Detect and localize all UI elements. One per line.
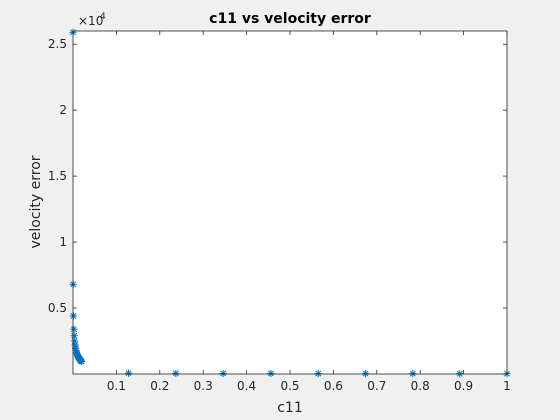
- data-point: [220, 370, 227, 377]
- x-tick-label: 0.2: [150, 379, 169, 393]
- data-point: [70, 312, 77, 319]
- y-exponent-power: 4: [100, 12, 106, 22]
- y-tick-label: 1: [59, 235, 67, 249]
- plot-area: [73, 31, 507, 374]
- data-point: [267, 370, 274, 377]
- y-tick-label: 0.5: [48, 301, 67, 315]
- x-tick-label: 0.6: [324, 379, 343, 393]
- data-point: [315, 370, 322, 377]
- x-tick-label: 0.8: [411, 379, 430, 393]
- x-tick-label: 0.1: [107, 379, 126, 393]
- chart-title: c11 vs velocity error: [209, 11, 371, 27]
- y-axis-label: velocity error: [28, 155, 44, 248]
- x-tick-label: 0.7: [367, 379, 386, 393]
- y-tick-label: 2.5: [48, 37, 67, 51]
- data-point: [78, 358, 85, 365]
- y-tick-label: 2: [59, 103, 67, 117]
- data-point: [172, 370, 179, 377]
- x-tick-label: 0.4: [237, 379, 256, 393]
- x-axis-label: c11: [277, 400, 303, 416]
- data-point: [70, 326, 77, 333]
- x-tick-label: 0.3: [194, 379, 213, 393]
- x-tick-label: 0.5: [280, 379, 299, 393]
- y-tick-label: 1.5: [48, 169, 67, 183]
- x-tick-label: 1: [503, 379, 511, 393]
- x-tick-label: 0.9: [454, 379, 473, 393]
- data-point: [125, 370, 132, 377]
